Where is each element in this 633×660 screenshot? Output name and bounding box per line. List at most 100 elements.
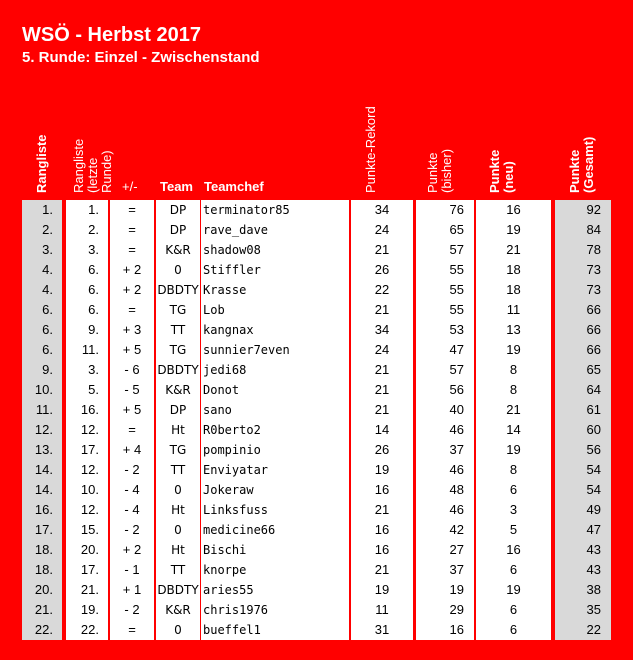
points-before-cell: 27 (416, 540, 474, 560)
points-before-cell: 65 (416, 220, 474, 240)
header-diff: +/- (122, 179, 138, 194)
rank-cell: 16. (22, 500, 62, 520)
points-total-cell: 54 (555, 480, 611, 500)
points-new-cell: 3 (476, 500, 551, 520)
points-total-cell: 92 (555, 200, 611, 220)
rank-cell: 14. (22, 460, 62, 480)
team-cell: DP (156, 220, 200, 240)
table-row: 6. 9. + 3 TT kangnax 34 53 13 66 (0, 320, 633, 340)
table-row: 14. 10. - 4 0 Jokeraw 16 48 6 54 (0, 480, 633, 500)
points-new-cell: 16 (476, 540, 551, 560)
points-total-cell: 73 (555, 260, 611, 280)
prev-rank-cell: 16. (66, 400, 108, 420)
chief-cell: terminator85 (201, 200, 349, 220)
points-total-cell: 84 (555, 220, 611, 240)
points-total-cell: 35 (555, 600, 611, 620)
chief-cell: kangnax (201, 320, 349, 340)
points-before-cell: 46 (416, 420, 474, 440)
prev-rank-cell: 12. (66, 420, 108, 440)
points-new-cell: 8 (476, 380, 551, 400)
rank-cell: 13. (22, 440, 62, 460)
chief-cell: pompinio (201, 440, 349, 460)
diff-cell: = (110, 220, 154, 240)
points-new-cell: 8 (476, 460, 551, 480)
points-before-cell: 55 (416, 280, 474, 300)
chief-cell: Donot (201, 380, 349, 400)
team-cell: 0 (156, 620, 200, 640)
table-row: 12. 12. = Ht R0berto2 14 46 14 60 (0, 420, 633, 440)
header-points-new: Punkte (neu) (487, 149, 516, 193)
points-total-cell: 66 (555, 340, 611, 360)
table-row: 4. 6. + 2 0 Stiffler 26 55 18 73 (0, 260, 633, 280)
table-row: 3. 3. = K&R shadow08 21 57 21 78 (0, 240, 633, 260)
points-before-cell: 37 (416, 440, 474, 460)
chief-cell: sunnier7even (201, 340, 349, 360)
points-before-cell: 57 (416, 360, 474, 380)
record-cell: 21 (351, 500, 413, 520)
points-new-cell: 13 (476, 320, 551, 340)
diff-cell: + 5 (110, 400, 154, 420)
team-cell: Ht (156, 500, 200, 520)
points-new-cell: 14 (476, 420, 551, 440)
record-cell: 16 (351, 480, 413, 500)
diff-cell: + 5 (110, 340, 154, 360)
chief-cell: Bischi (201, 540, 349, 560)
chief-cell: rave_dave (201, 220, 349, 240)
header-points-before: Punkte (bisher) (425, 148, 454, 193)
table-row: 1. 1. = DP terminator85 34 76 16 92 (0, 200, 633, 220)
team-cell: DBDTY (156, 360, 200, 380)
chief-cell: chris1976 (201, 600, 349, 620)
diff-cell: = (110, 240, 154, 260)
points-before-cell: 55 (416, 260, 474, 280)
chief-cell: jedi68 (201, 360, 349, 380)
points-before-cell: 47 (416, 340, 474, 360)
chief-cell: Jokeraw (201, 480, 349, 500)
record-cell: 26 (351, 440, 413, 460)
table-row: 18. 17. - 1 TT knorpe 21 37 6 43 (0, 560, 633, 580)
diff-cell: + 3 (110, 320, 154, 340)
rank-cell: 4. (22, 260, 62, 280)
points-total-cell: 66 (555, 320, 611, 340)
points-new-cell: 6 (476, 560, 551, 580)
chief-cell: Lob (201, 300, 349, 320)
team-cell: K&R (156, 600, 200, 620)
record-cell: 34 (351, 320, 413, 340)
page-title: WSÖ - Herbst 2017 (22, 24, 201, 46)
table-row: 20. 21. + 1 DBDTY aries55 19 19 19 38 (0, 580, 633, 600)
table-row: 14. 12. - 2 TT Enviyatar 19 46 8 54 (0, 460, 633, 480)
diff-cell: - 2 (110, 600, 154, 620)
rank-cell: 6. (22, 340, 62, 360)
rank-cell: 14. (22, 480, 62, 500)
team-cell: 0 (156, 480, 200, 500)
rank-cell: 20. (22, 580, 62, 600)
points-before-cell: 42 (416, 520, 474, 540)
diff-cell: - 2 (110, 520, 154, 540)
diff-cell: = (110, 620, 154, 640)
prev-rank-cell: 1. (66, 200, 108, 220)
points-total-cell: 56 (555, 440, 611, 460)
points-total-cell: 65 (555, 360, 611, 380)
chief-cell: sano (201, 400, 349, 420)
points-before-cell: 19 (416, 580, 474, 600)
table-row: 9. 3. - 6 DBDTY jedi68 21 57 8 65 (0, 360, 633, 380)
prev-rank-cell: 3. (66, 360, 108, 380)
record-cell: 19 (351, 580, 413, 600)
prev-rank-cell: 22. (66, 620, 108, 640)
table-row: 13. 17. + 4 TG pompinio 26 37 19 56 (0, 440, 633, 460)
points-new-cell: 8 (476, 360, 551, 380)
points-before-cell: 57 (416, 240, 474, 260)
team-cell: TG (156, 300, 200, 320)
team-cell: DP (156, 400, 200, 420)
team-cell: 0 (156, 520, 200, 540)
points-before-cell: 48 (416, 480, 474, 500)
rank-cell: 22. (22, 620, 62, 640)
chief-cell: Linksfuss (201, 500, 349, 520)
table-row: 11. 16. + 5 DP sano 21 40 21 61 (0, 400, 633, 420)
points-total-cell: 78 (555, 240, 611, 260)
record-cell: 31 (351, 620, 413, 640)
rank-cell: 18. (22, 560, 62, 580)
diff-cell: = (110, 420, 154, 440)
chief-cell: aries55 (201, 580, 349, 600)
chief-cell: medicine66 (201, 520, 349, 540)
prev-rank-cell: 2. (66, 220, 108, 240)
